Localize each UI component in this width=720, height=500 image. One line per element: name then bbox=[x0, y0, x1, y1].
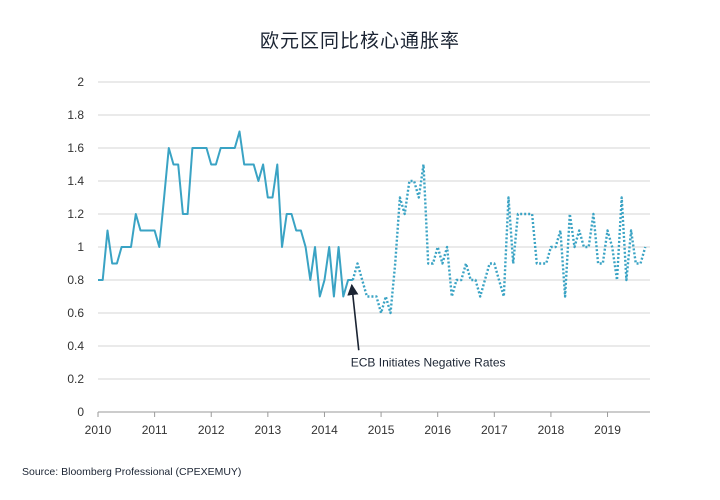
y-tick-label: 0.4 bbox=[67, 339, 84, 353]
tick-layer: 0 0.2 0.4 0.6 0.8 1 1.2 1.4 1.6 1.8 2 2010 2011 2012 2… bbox=[67, 75, 621, 437]
grid-layer bbox=[98, 81, 650, 413]
y-tick-label: 2 bbox=[77, 75, 84, 89]
x-tick-label: 2015 bbox=[368, 423, 395, 437]
x-tick-label: 2010 bbox=[85, 423, 112, 437]
x-tick-label: 2017 bbox=[481, 423, 508, 437]
y-tick-label: 1.2 bbox=[67, 207, 84, 221]
annotation-layer: ECB Initiates Negative Rates bbox=[347, 283, 506, 369]
series-line-solid bbox=[98, 130, 353, 298]
x-tick-label: 2011 bbox=[142, 423, 168, 437]
y-tick-label: 0.6 bbox=[67, 306, 84, 320]
x-tick-label: 2014 bbox=[311, 423, 338, 437]
x-tick-label: 2016 bbox=[424, 423, 451, 437]
annotation-arrow bbox=[347, 283, 360, 351]
x-tick-label: 2019 bbox=[594, 423, 621, 437]
y-tick-label: 1.4 bbox=[67, 174, 84, 188]
y-tick-label: 1.8 bbox=[67, 108, 84, 122]
chart-title: 欧元区同比核心通胀率 bbox=[259, 30, 460, 52]
series-line-dotted bbox=[351, 163, 647, 315]
y-tick-label: 1.6 bbox=[67, 141, 84, 155]
annotation-label: ECB Initiates Negative Rates bbox=[351, 355, 506, 369]
y-tick-label: 0.2 bbox=[67, 372, 84, 386]
y-tick-label: 0.8 bbox=[67, 273, 84, 287]
x-tick-label: 2012 bbox=[198, 423, 225, 437]
y-tick-label: 0 bbox=[77, 405, 84, 419]
series-layer bbox=[98, 130, 647, 315]
y-tick-label: 1 bbox=[77, 240, 84, 254]
source-note: Source: Bloomberg Professional (CPEXEMUY… bbox=[22, 466, 242, 478]
x-tick-label: 2013 bbox=[254, 423, 281, 437]
x-tick-label: 2018 bbox=[538, 423, 565, 437]
